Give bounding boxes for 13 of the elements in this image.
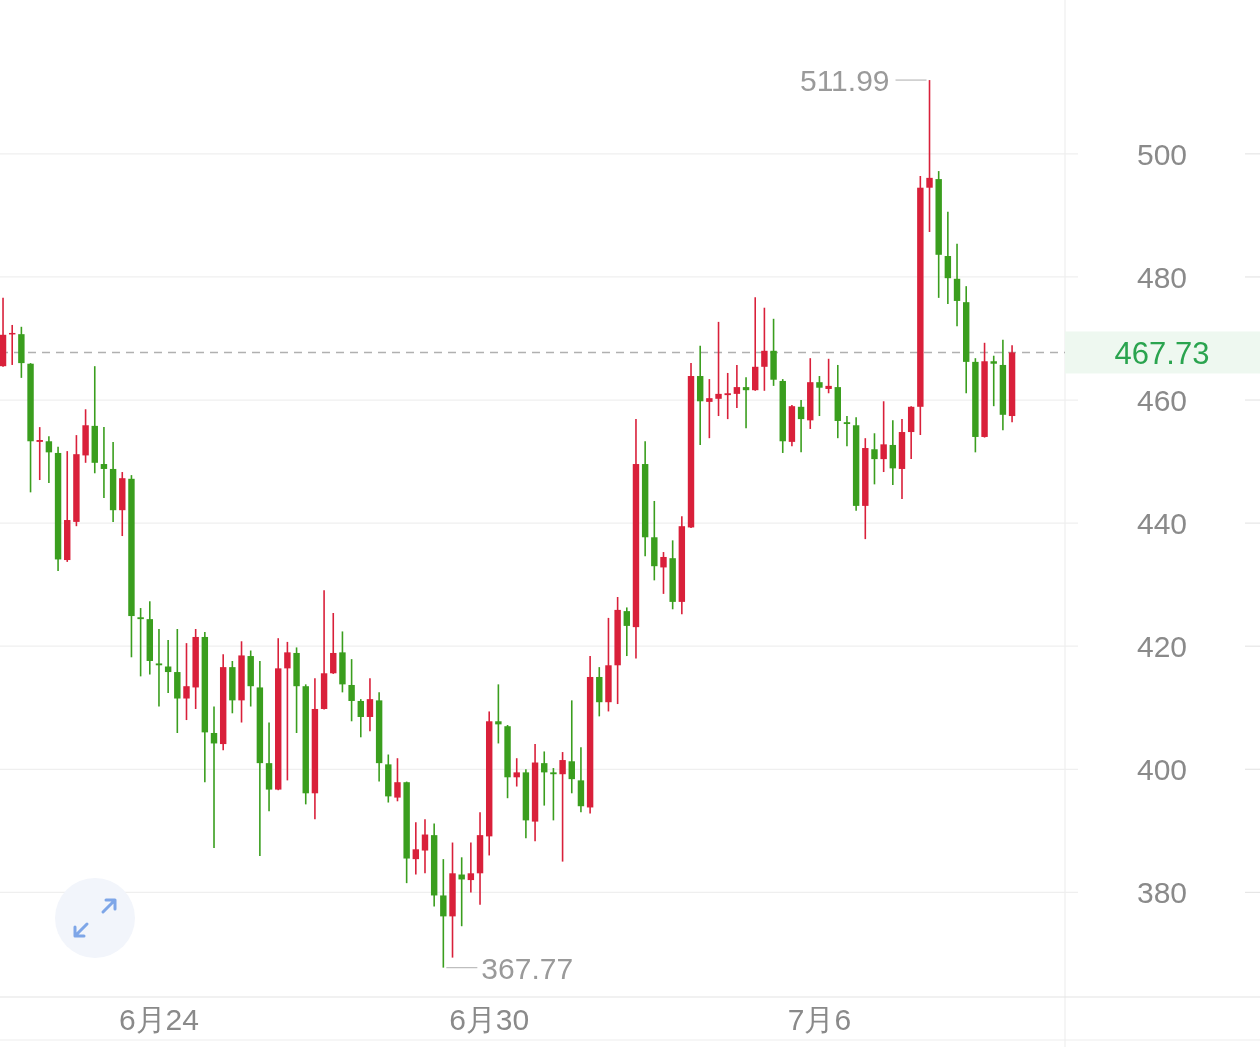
x-tick-label: 6月24 — [118, 1003, 199, 1036]
y-tick-label: 500 — [1136, 137, 1188, 171]
annotation: 511.99 — [799, 64, 890, 98]
x-tick-label: 7月6 — [787, 1003, 852, 1036]
ref-line-label: 467.73 — [1114, 336, 1210, 372]
annotation: 367.77 — [481, 951, 574, 985]
y-tick-label: 380 — [1136, 876, 1188, 910]
x-tick-label: 6月30 — [449, 1003, 530, 1036]
y-tick-label: 420 — [1136, 630, 1188, 664]
y-tick-label: 460 — [1136, 384, 1188, 418]
y-tick-label: 480 — [1136, 260, 1188, 294]
y-tick-label: 400 — [1136, 753, 1188, 787]
y-tick-label: 440 — [1136, 507, 1188, 541]
